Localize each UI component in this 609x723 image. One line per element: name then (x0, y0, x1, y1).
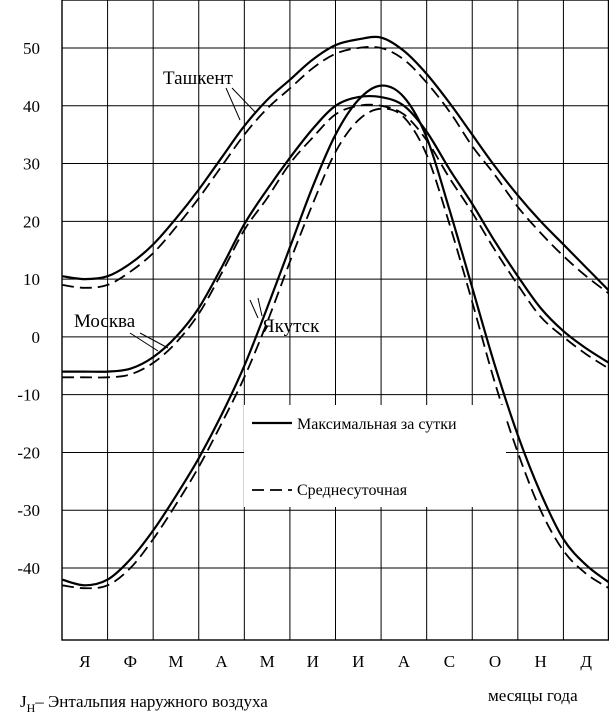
x-tick-label: А (398, 652, 411, 671)
x-tick-label: О (489, 652, 501, 671)
y-tick-label: 0 (32, 328, 41, 347)
legend-solid-label: Максимальная за сутки (297, 416, 457, 433)
y-tick-label: -20 (17, 443, 40, 462)
y-axis-symbol: J (20, 692, 27, 711)
annotation-leaders (129, 87, 263, 352)
y-tick-label: -30 (17, 501, 40, 520)
series-line-tashkent-avg (61, 46, 609, 295)
x-tick-label: Н (534, 652, 546, 671)
x-tick-label: Д (580, 652, 592, 671)
y-tick-label: 50 (23, 39, 40, 58)
label-tashkent: Ташкент (163, 68, 234, 89)
x-tick-label: И (352, 652, 364, 671)
y-axis-ticks: 50 40 30 20 10 0 -10 -20 -30 -40 (17, 39, 40, 578)
x-tick-label: Я (79, 652, 90, 671)
y-tick-label: -40 (17, 559, 40, 578)
series-line-moscow-avg (62, 103, 609, 379)
series-line-yakutsk-max (61, 84, 609, 587)
y-tick-label: -10 (17, 386, 40, 405)
series-line-tashkent-max (61, 35, 609, 292)
x-tick-label: Ф (124, 652, 137, 671)
y-axis-text: – Энтальпия наружного воздуха (34, 692, 268, 711)
x-tick-label: М (168, 652, 183, 671)
y-tick-label: 30 (23, 155, 40, 174)
x-axis-title: месяцы года (488, 686, 578, 705)
leader-yakutsk-2 (257, 297, 263, 317)
legend: Максимальная за сутки Среднесуточная (244, 405, 506, 507)
legend-dashed-label: Среднесуточная (297, 482, 408, 499)
leader-moscow-2 (139, 332, 169, 349)
label-yakutsk: Якутск (262, 316, 320, 337)
y-axis-title: JН– Энтальпия наружного воздуха (20, 692, 268, 715)
leader-tashkent-1 (225, 87, 241, 121)
x-tick-label: М (260, 652, 275, 671)
series-lines (61, 35, 609, 590)
y-axis-subscript: Н (27, 701, 36, 715)
leader-moscow-1 (129, 332, 159, 352)
y-tick-label: 40 (23, 97, 40, 116)
x-tick-label: С (444, 652, 455, 671)
leader-tashkent-2 (231, 87, 257, 114)
y-tick-label: 10 (23, 270, 40, 289)
series-line-yakutsk-avg (61, 107, 609, 590)
x-tick-label: А (215, 652, 228, 671)
series-line-moscow-max (61, 94, 609, 373)
y-tick-label: 20 (23, 212, 40, 231)
leader-yakutsk-1 (249, 299, 259, 319)
x-tick-label: И (307, 652, 319, 671)
label-moscow: Москва (74, 311, 136, 332)
